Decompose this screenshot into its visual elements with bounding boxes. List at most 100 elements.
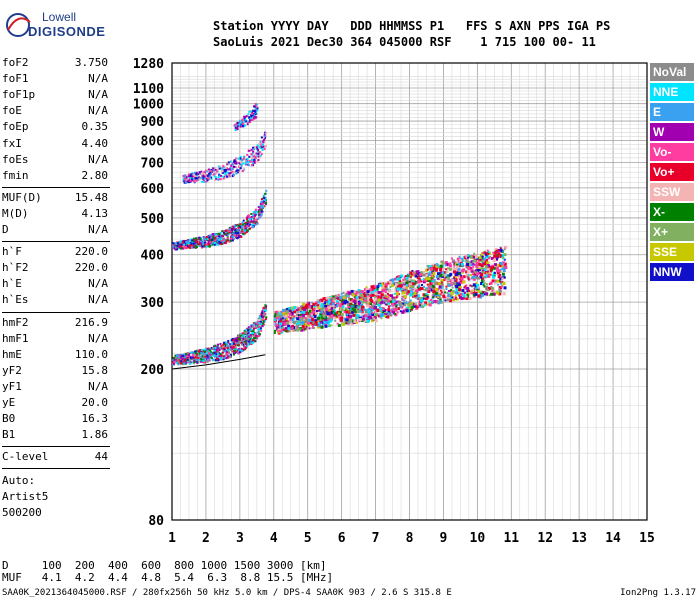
echo-dot <box>196 242 199 245</box>
echo-dot <box>250 216 253 219</box>
echo-dot <box>237 232 240 235</box>
echo-dot <box>302 308 306 312</box>
echo-dot <box>380 283 384 287</box>
echo-dot <box>260 318 263 321</box>
echo-dot <box>218 351 221 354</box>
echo-dot <box>415 270 418 273</box>
echo-dot <box>243 117 246 120</box>
echo-dot <box>215 170 218 173</box>
echo-dot <box>181 241 184 244</box>
echo-dot <box>224 354 227 357</box>
echo-dot <box>299 315 303 319</box>
param-value: 2.80 <box>81 168 109 182</box>
echo-dot <box>406 293 409 296</box>
echo-dot <box>273 331 276 334</box>
echo-dot <box>445 263 449 267</box>
echo-dot <box>247 326 250 329</box>
echo-dot <box>421 305 425 309</box>
echo-dot <box>214 179 217 182</box>
echo-dot <box>310 321 313 324</box>
echo-dot <box>213 354 216 357</box>
echo-dot <box>250 213 253 216</box>
echo-dot <box>282 319 285 322</box>
echo-dot <box>458 281 461 284</box>
echo-dot <box>196 356 199 359</box>
echo-dot <box>234 236 237 239</box>
echo-dot <box>448 290 451 293</box>
echo-dot <box>381 297 384 300</box>
echo-dot <box>240 347 243 350</box>
echo-dot <box>206 169 209 172</box>
echo-dot <box>195 353 198 356</box>
echo-dot <box>262 201 265 204</box>
echo-dot <box>412 293 416 297</box>
echo-dot <box>459 286 462 289</box>
echo-dot <box>264 304 267 307</box>
echo-dot <box>223 345 226 348</box>
echo-dot <box>236 168 239 171</box>
echo-dot <box>497 275 501 279</box>
echo-dot <box>188 352 191 355</box>
echo-dot <box>456 263 459 266</box>
echo-dot <box>218 240 221 243</box>
echo-dot <box>243 123 246 126</box>
echo-dot <box>299 328 302 331</box>
echo-dot <box>504 253 507 256</box>
echo-dot <box>309 312 313 316</box>
echo-dot <box>391 296 395 300</box>
echo-dot <box>199 238 202 241</box>
echo-dot <box>376 285 380 289</box>
y-tick-label: 200 <box>141 363 165 378</box>
echo-dot <box>441 261 445 265</box>
echo-dot <box>446 298 450 302</box>
echo-dot <box>454 294 457 297</box>
echo-dot <box>262 313 265 316</box>
echo-dot <box>468 263 471 266</box>
echo-dot <box>254 222 257 225</box>
echo-dot <box>234 343 237 346</box>
echo-dot <box>255 325 258 328</box>
echo-dot <box>322 320 326 324</box>
echo-dot <box>437 296 440 299</box>
echo-dot <box>197 354 200 357</box>
echo-dot <box>452 267 456 271</box>
echo-dot <box>254 326 257 329</box>
echo-dot <box>407 273 410 276</box>
param-value: N/A <box>88 88 108 102</box>
echo-dot <box>189 173 192 176</box>
echo-dot <box>417 304 420 307</box>
echo-dot <box>503 276 506 279</box>
echo-dot <box>284 314 288 318</box>
x-tick-label: 7 <box>372 531 380 546</box>
echo-dot <box>298 318 302 322</box>
echo-dot <box>504 245 508 249</box>
echo-dot <box>320 325 324 329</box>
echo-dot <box>253 160 256 163</box>
echo-dot <box>249 227 252 230</box>
echo-dot <box>260 323 263 326</box>
echo-dot <box>483 282 486 285</box>
echo-dot <box>275 324 279 328</box>
echo-dot <box>190 178 193 181</box>
echo-dot <box>253 337 256 340</box>
echo-dot <box>249 110 252 113</box>
echo-dot <box>481 256 484 259</box>
echo-dot <box>201 245 204 248</box>
echo-dot <box>295 320 298 323</box>
echo-dot <box>302 318 305 321</box>
echo-dot <box>301 323 304 326</box>
echo-dot <box>328 309 331 312</box>
echo-dot <box>252 339 255 342</box>
echo-dot <box>207 168 210 171</box>
echo-dot <box>259 325 262 328</box>
echo-dot <box>476 272 480 276</box>
echo-dot <box>414 274 418 278</box>
echo-dot <box>288 309 291 312</box>
echo-dot <box>264 319 267 322</box>
echo-dot <box>225 341 228 344</box>
echo-dot <box>388 294 391 297</box>
model-profile-line <box>171 354 266 370</box>
y-tick-label: 600 <box>141 182 165 197</box>
echo-dot <box>252 333 255 336</box>
echo-dot <box>424 293 428 297</box>
